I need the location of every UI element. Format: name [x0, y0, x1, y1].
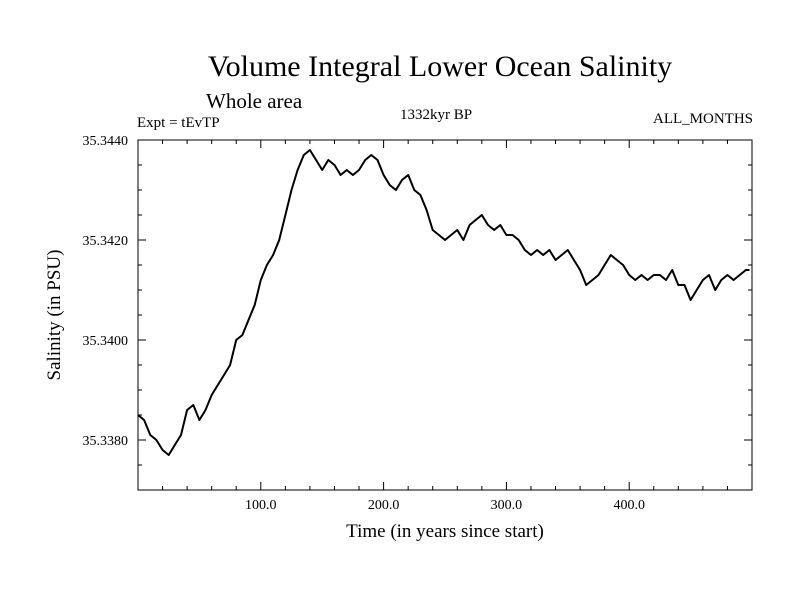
- chart-title: Volume Integral Lower Ocean Salinity: [207, 50, 673, 83]
- x-tick-label: 100.0: [245, 498, 277, 513]
- period-label: 1332kyr BP: [400, 107, 473, 123]
- y-axis-label: Salinity (in PSU): [44, 250, 65, 381]
- tick-labels: 100.0 200.0 300.0 400.0 35.3380 35.3400 35.342…: [83, 134, 645, 513]
- x-tick-label: 300.0: [491, 498, 523, 513]
- x-tick-label: 400.0: [613, 498, 645, 513]
- axis-ticks: [138, 139, 752, 491]
- y-tick-label: 35.3420: [83, 234, 129, 249]
- x-tick-label: 200.0: [368, 498, 400, 513]
- x-axis-label: Time (in years since start): [346, 521, 544, 542]
- experiment-label: Expt = tEvTP: [137, 115, 220, 131]
- chart-subtitle: Whole area: [206, 89, 303, 113]
- y-tick-label: 35.3400: [83, 334, 129, 349]
- series-line: [137, 149, 750, 456]
- months-label: ALL_MONTHS: [653, 111, 753, 127]
- y-tick-label: 35.3440: [83, 134, 129, 149]
- plot-frame: [137, 139, 753, 491]
- y-tick-label: 35.3380: [83, 434, 129, 449]
